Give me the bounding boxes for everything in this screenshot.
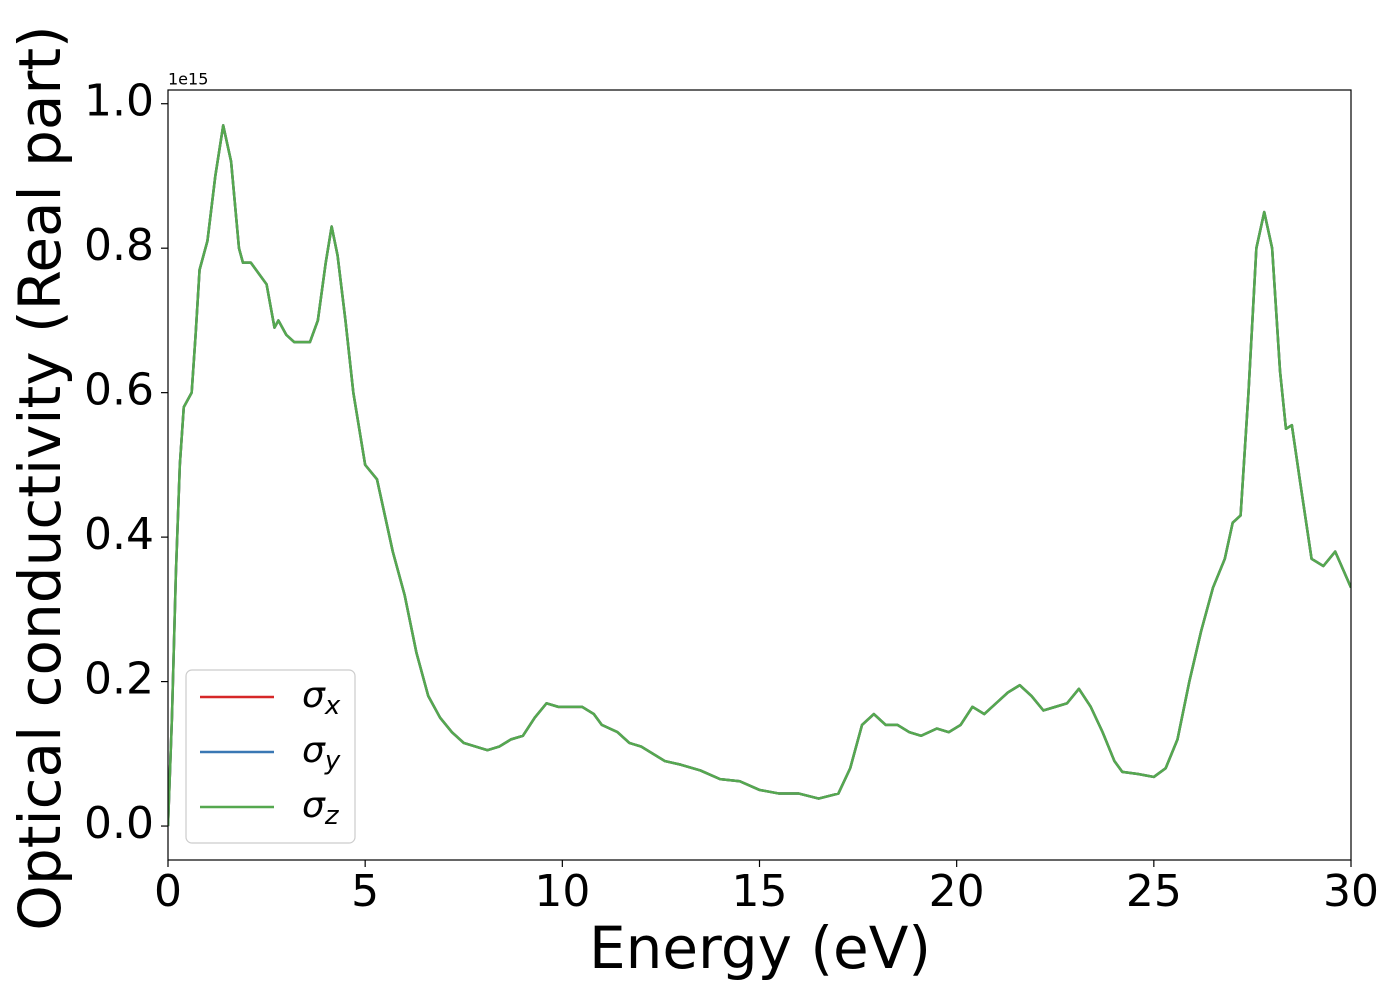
x-tick-label: 30 [1323, 866, 1379, 917]
y-tick-label: 0.8 [84, 220, 154, 271]
y-tick-label: 0.6 [84, 365, 154, 416]
y-axis-label: Optical conductivity (Real part) [6, 25, 74, 930]
y-tick-label: 0.0 [84, 798, 154, 849]
x-tick-label: 10 [534, 866, 590, 917]
plot-frame [167, 89, 1352, 861]
y-offset-label: 1e15 [168, 70, 208, 89]
x-tick-label: 25 [1126, 866, 1182, 917]
legend-label: σy [302, 730, 341, 776]
x-tick-label: 20 [929, 866, 985, 917]
x-tick-label: 0 [154, 866, 182, 917]
legend-box [185, 669, 356, 844]
x-tick-label: 15 [732, 866, 788, 917]
y-tick-label: 0.4 [84, 509, 154, 560]
x-axis-label: Energy (eV) [589, 914, 931, 982]
y-tick-label: 1.0 [84, 76, 154, 127]
legend-label: σx [302, 675, 341, 721]
x-tick-label: 5 [351, 866, 379, 917]
series-line [168, 124, 1351, 827]
legend-label: σz [302, 785, 340, 831]
y-tick-label: 0.2 [84, 654, 154, 705]
